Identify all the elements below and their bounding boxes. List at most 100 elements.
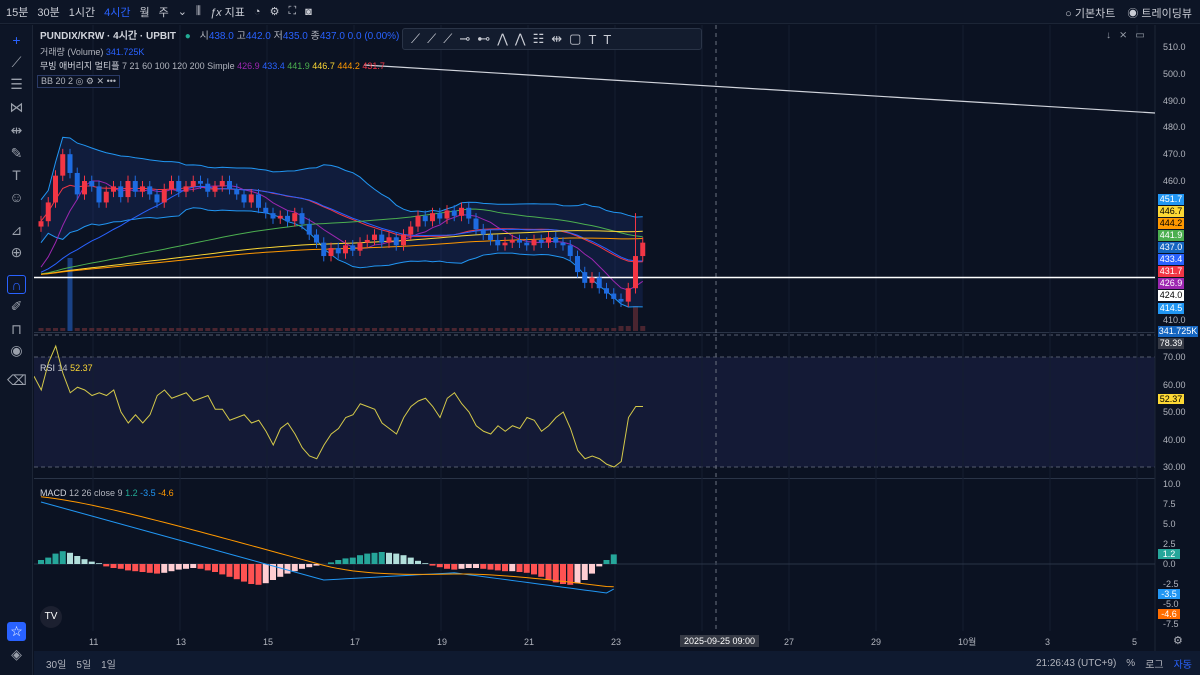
magnet-icon[interactable]: ∩ — [7, 275, 26, 294]
volume-bar — [560, 328, 566, 331]
candle-body — [480, 229, 486, 235]
projection-icon[interactable]: ⇹ — [10, 122, 23, 138]
macd-hist-bar — [74, 556, 81, 564]
range-1d[interactable]: 1일 — [101, 659, 116, 671]
macd-hist-bar — [386, 552, 392, 564]
more-icon[interactable]: ••• — [106, 76, 117, 86]
camera-icon[interactable]: ◙ — [305, 5, 312, 18]
brush-icon[interactable]: ✎ — [10, 145, 23, 161]
interval-week[interactable]: 주 — [158, 6, 169, 19]
volume-bar — [401, 328, 406, 331]
extended-line-icon[interactable]: ⟋ — [443, 31, 453, 46]
crosshair-icon[interactable]: + — [12, 32, 21, 48]
candle-body — [364, 239, 370, 243]
indicators-button[interactable]: ƒx 지표 — [209, 6, 245, 19]
candle-body — [205, 183, 211, 192]
xabcd-icon[interactable]: ⋀ — [514, 31, 526, 46]
ray-icon[interactable]: ⟋ — [427, 31, 437, 46]
bb-legend[interactable]: BB 20 2 ◎ ⚙ ✕ ••• — [37, 75, 121, 88]
gear-icon[interactable]: ⚙ — [269, 6, 280, 18]
radio-tradingview[interactable]: ◉ 트레이딩뷰 — [1127, 8, 1192, 20]
candle-body — [103, 191, 109, 203]
price-tag: 78.39 — [1158, 338, 1184, 349]
horizontal-line-icon[interactable]: ⊷ — [477, 31, 491, 46]
volume-bar — [379, 328, 385, 331]
macd-hist-bar — [581, 564, 588, 580]
scroll-down-icon[interactable]: ↓ — [1106, 30, 1111, 41]
close-icon[interactable]: ✕ — [96, 76, 105, 86]
eye-icon[interactable]: ◎ — [75, 76, 84, 86]
trash-icon[interactable]: ⌫ — [7, 372, 27, 388]
volume-bar — [82, 328, 87, 331]
candle-body — [212, 186, 218, 192]
macd-legend[interactable]: MACD 12 26 close 9 1.2 -3.5 -4.6 — [40, 488, 174, 498]
volume-bar — [285, 328, 290, 331]
candle-body — [611, 293, 617, 299]
text-icon[interactable]: T — [12, 167, 21, 183]
range-30d[interactable]: 30일 — [46, 659, 67, 671]
lock-drawing-icon[interactable]: ✐ — [10, 298, 23, 314]
chevron-down-icon[interactable]: ⌄ — [177, 6, 187, 18]
macd-hist-bar — [52, 553, 59, 564]
candle-body — [553, 237, 559, 243]
macd-hist-bar — [610, 554, 617, 564]
volume-bar — [611, 328, 617, 331]
zoom-icon[interactable]: ⊕ — [10, 244, 23, 260]
interval-month[interactable]: 월 — [139, 6, 150, 19]
interval-4h[interactable]: 4시간 — [104, 6, 131, 19]
macd-hist-bar — [560, 564, 566, 584]
fullscreen-icon[interactable]: ⛶ — [288, 5, 297, 17]
text-size-icon[interactable]: T — [603, 31, 612, 47]
pattern-icon[interactable]: ⋈ — [9, 99, 24, 115]
tradingview-logo[interactable]: TV — [40, 606, 62, 628]
rectangle-icon[interactable]: ▢ — [569, 31, 582, 46]
alert-icon[interactable]: ◔ — [253, 5, 261, 18]
auto-toggle[interactable]: 자동 — [1173, 659, 1192, 671]
ruler-icon[interactable]: ⊿ — [10, 222, 23, 238]
macd-hist-bar — [255, 564, 262, 585]
layers-icon[interactable]: ◈ — [11, 646, 22, 662]
volume-bar — [538, 328, 544, 331]
volume-bar — [343, 328, 348, 331]
range-5d[interactable]: 5일 — [76, 659, 92, 671]
trendline-icon[interactable]: ⟋ — [411, 31, 421, 46]
collapse-icon[interactable]: ⨯ — [1119, 30, 1128, 41]
volume-bar — [575, 328, 580, 331]
chart-canvas[interactable] — [34, 25, 1200, 651]
volume-legend[interactable]: 거래량 (Volume) 341.725K — [40, 47, 145, 57]
log-toggle[interactable]: 로그 — [1145, 659, 1164, 671]
macd-hist-bar — [357, 555, 363, 564]
macd-hist-bar — [59, 551, 66, 564]
ma-legend[interactable]: 무빙 애버리지 멀티플 7 21 60 100 120 200 Simple 4… — [40, 61, 385, 71]
candle-type-icon[interactable]: ⫼ — [195, 5, 201, 17]
volume-bar — [393, 328, 399, 331]
maximize-icon[interactable]: ▭ — [1135, 30, 1145, 41]
macd-hist-bar — [400, 555, 407, 564]
time-tick: 29 — [871, 637, 882, 647]
macd-hist-bar — [313, 564, 320, 566]
interval-15m[interactable]: 15분 — [6, 6, 29, 19]
lock-icon[interactable]: ⊓ — [11, 321, 22, 337]
candle-body — [531, 239, 537, 246]
rsi-legend[interactable]: RSI 14 52.37 — [40, 363, 93, 373]
channel-icon[interactable]: ☷ — [532, 31, 545, 46]
horizontal-ray-icon[interactable]: ⊸ — [459, 31, 471, 46]
star-icon[interactable]: ☆ — [7, 622, 26, 641]
range-icon[interactable]: ⇹ — [551, 31, 563, 46]
zigzag-icon[interactable]: ⋀ — [497, 31, 508, 46]
emoji-icon[interactable]: ☺ — [9, 189, 24, 205]
time-tick: 3 — [1045, 637, 1051, 647]
volume-bar — [67, 258, 73, 331]
interval-30m[interactable]: 30분 — [37, 6, 60, 19]
fib-icon[interactable]: ☰ — [10, 76, 23, 92]
text-tool-icon[interactable]: T — [588, 31, 597, 47]
candle-body — [198, 181, 203, 184]
settings-icon[interactable]: ⚙ — [85, 76, 94, 86]
percent-toggle[interactable]: % — [1126, 657, 1136, 669]
interval-1h[interactable]: 1시간 — [68, 6, 96, 19]
macd-hist-bar — [349, 557, 356, 564]
eye-icon[interactable]: ◉ — [10, 342, 23, 358]
radio-basic-chart[interactable]: ○ 기본차트 — [1065, 8, 1116, 20]
candle-body — [466, 207, 472, 219]
line-tool-icon[interactable]: ⟋ — [11, 54, 22, 70]
